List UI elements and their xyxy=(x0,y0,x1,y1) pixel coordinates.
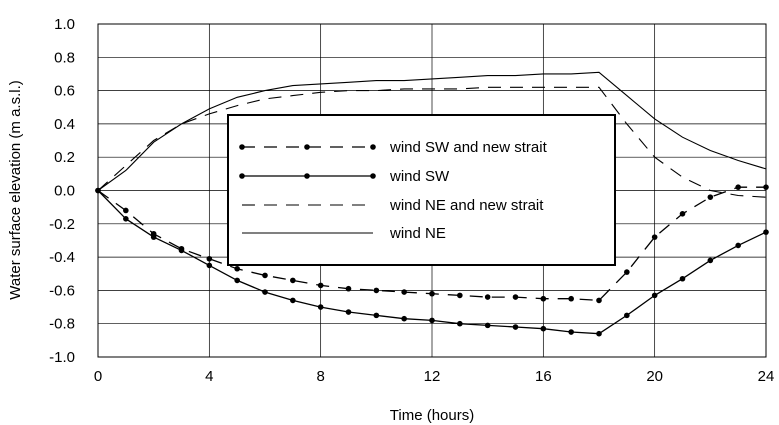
data-point xyxy=(512,294,519,300)
legend-marker xyxy=(370,144,376,150)
legend-entry: wind NE xyxy=(242,225,446,242)
data-point xyxy=(651,292,658,299)
legend-marker xyxy=(239,173,245,179)
data-point xyxy=(540,295,547,302)
series-line xyxy=(97,86,767,198)
data-point xyxy=(457,320,463,327)
data-point xyxy=(679,211,686,217)
legend-entry: wind SW xyxy=(239,168,450,185)
data-point xyxy=(429,317,435,324)
x-tick-label: 12 xyxy=(424,368,441,385)
y-tick-label: -0.2 xyxy=(49,216,75,233)
y-tick-label: -0.6 xyxy=(49,282,75,299)
series-2 xyxy=(95,187,769,337)
data-point xyxy=(568,295,574,302)
data-point xyxy=(735,242,741,249)
data-point xyxy=(624,269,630,275)
legend-marker xyxy=(370,173,376,179)
data-point xyxy=(679,275,686,282)
data-point xyxy=(596,297,602,304)
series-layer xyxy=(95,71,769,337)
data-point xyxy=(150,234,157,240)
x-axis-title: Time (hours) xyxy=(390,407,474,424)
y-axis-title: Water surface elevation (m a.s.l.) xyxy=(7,80,24,300)
y-tick-label: 1.0 xyxy=(54,16,75,33)
x-tick-label: 20 xyxy=(646,368,663,385)
legend-label: wind NE xyxy=(389,225,446,242)
legend: wind SW and new strait wind SW wind NE and… xyxy=(227,114,616,266)
y-tick-label: 0.0 xyxy=(54,183,75,200)
data-point xyxy=(123,216,129,222)
y-tick-label: -1.0 xyxy=(49,349,75,366)
data-point xyxy=(596,330,602,337)
tick-labels: 1.0 0.8 0.6 0.4 0.2 0.0 -0.2 -0.4 -0.6 -0.8 -1.0 0 4… xyxy=(49,16,774,385)
y-tick-label: -0.8 xyxy=(49,316,75,333)
data-point xyxy=(234,277,240,284)
series-4 xyxy=(97,71,767,191)
data-point xyxy=(262,289,268,295)
data-point xyxy=(178,247,185,254)
data-point xyxy=(512,324,519,330)
data-point xyxy=(568,329,574,335)
data-point xyxy=(373,287,380,294)
data-point xyxy=(206,262,213,269)
data-point xyxy=(540,325,547,332)
y-tick-label: 0.6 xyxy=(54,83,75,100)
y-tick-label: 0.8 xyxy=(54,49,75,66)
plot-frame xyxy=(97,23,767,358)
series-line xyxy=(97,71,767,191)
data-point xyxy=(429,290,435,297)
legend-marker xyxy=(239,144,245,150)
data-point xyxy=(624,312,630,319)
data-point xyxy=(735,184,741,190)
x-tick-label: 16 xyxy=(535,368,552,385)
x-tick-label: 24 xyxy=(758,368,775,385)
y-tick-label: -0.4 xyxy=(49,249,75,266)
data-point xyxy=(123,207,129,214)
data-point xyxy=(707,194,714,200)
y-tick-label: 0.4 xyxy=(54,116,75,133)
data-point xyxy=(290,297,296,304)
legend-marker xyxy=(304,144,310,150)
legend-entry: wind SW and new strait xyxy=(239,139,548,156)
data-point xyxy=(457,292,463,299)
legend-label: wind NE and new strait xyxy=(389,197,544,214)
data-point xyxy=(401,289,407,295)
data-point xyxy=(373,312,380,319)
data-point xyxy=(317,282,324,289)
x-tick-label: 8 xyxy=(316,368,324,385)
legend-label: wind SW xyxy=(389,168,450,185)
data-point xyxy=(651,234,658,240)
data-point xyxy=(707,257,714,264)
data-point xyxy=(290,277,296,284)
data-point xyxy=(345,285,352,292)
data-point xyxy=(484,294,491,300)
data-point xyxy=(317,304,324,310)
data-point xyxy=(345,309,352,315)
x-tick-label: 4 xyxy=(205,368,213,385)
data-point xyxy=(262,272,268,279)
legend-label: wind SW and new strait xyxy=(389,139,548,156)
legend-box xyxy=(227,114,616,266)
y-tick-label: 0.2 xyxy=(54,149,75,166)
legend-marker xyxy=(304,173,310,179)
data-point xyxy=(206,255,213,262)
data-point xyxy=(401,315,407,322)
data-point xyxy=(234,265,240,272)
series-3 xyxy=(97,86,767,198)
legend-entry: wind NE and new strait xyxy=(242,197,544,214)
x-tick-label: 0 xyxy=(94,368,102,385)
data-point xyxy=(484,322,491,329)
